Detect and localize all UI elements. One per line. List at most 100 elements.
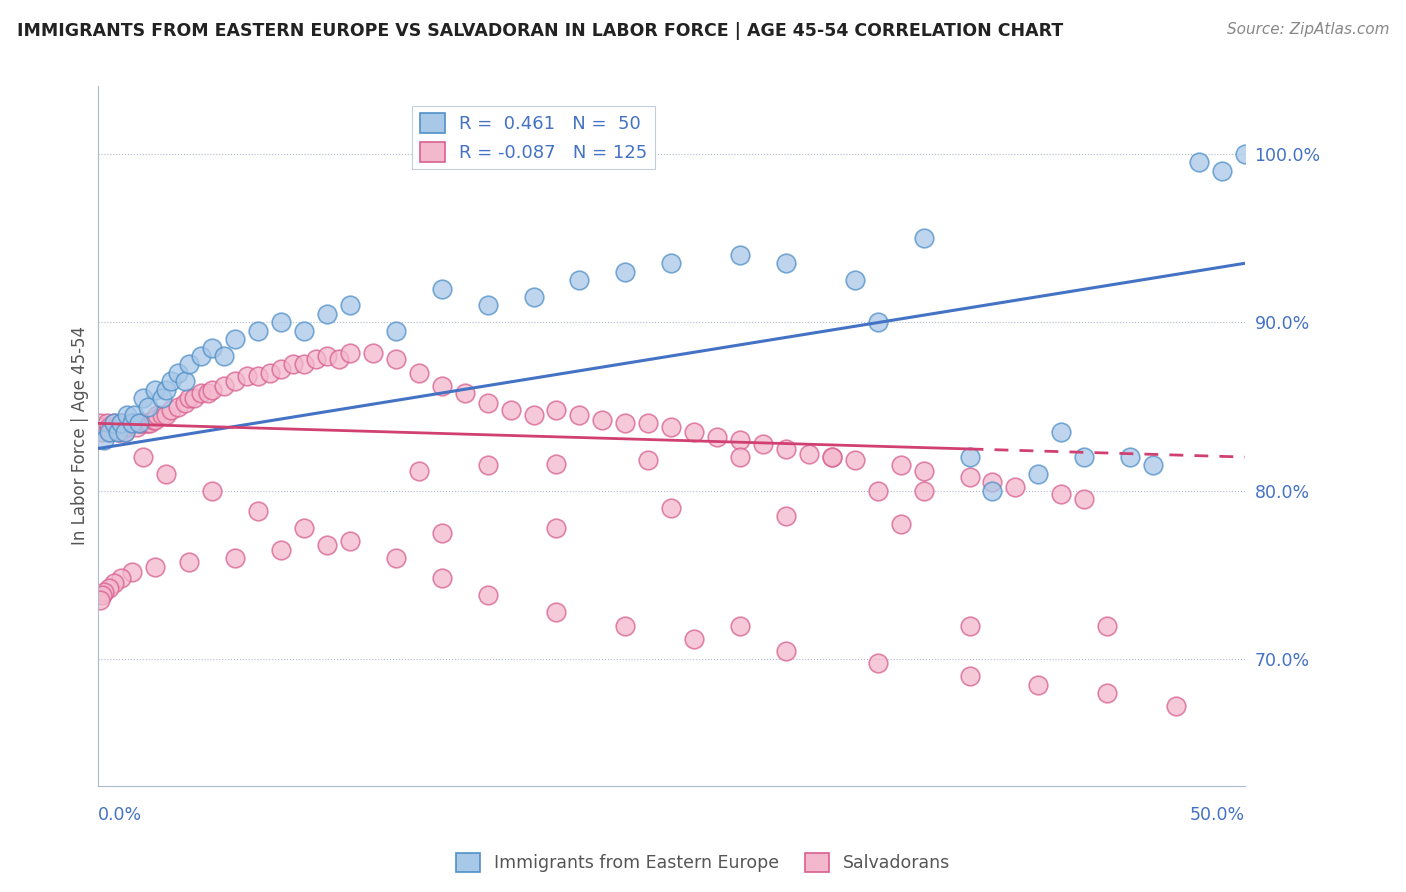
Point — [1073, 492, 1095, 507]
Point — [179, 555, 201, 569]
Point — [114, 425, 136, 439]
Point — [247, 504, 270, 518]
Point — [614, 265, 637, 279]
Point — [292, 324, 315, 338]
Point — [121, 417, 143, 431]
Legend: Immigrants from Eastern Europe, Salvadorans: Immigrants from Eastern Europe, Salvador… — [449, 846, 957, 879]
Y-axis label: In Labor Force | Age 45-54: In Labor Force | Age 45-54 — [72, 326, 89, 546]
Point — [235, 369, 257, 384]
Point — [98, 419, 121, 434]
Point — [821, 450, 844, 464]
Point — [98, 425, 121, 439]
Point — [522, 408, 544, 422]
Point — [1095, 618, 1118, 632]
Point — [316, 538, 339, 552]
Point — [1119, 450, 1142, 464]
Point — [981, 483, 1004, 498]
Point — [637, 453, 659, 467]
Point — [614, 618, 637, 632]
Legend: R =  0.461   N =  50, R = -0.087   N = 125: R = 0.461 N = 50, R = -0.087 N = 125 — [412, 106, 655, 169]
Point — [150, 408, 173, 422]
Point — [959, 618, 981, 632]
Text: Source: ZipAtlas.com: Source: ZipAtlas.com — [1226, 22, 1389, 37]
Point — [890, 458, 912, 473]
Point — [96, 417, 118, 431]
Point — [339, 345, 361, 359]
Point — [454, 386, 477, 401]
Point — [247, 369, 270, 384]
Point — [866, 315, 889, 329]
Point — [110, 425, 132, 439]
Point — [224, 332, 246, 346]
Point — [155, 408, 177, 422]
Point — [477, 588, 499, 602]
Point — [568, 408, 591, 422]
Point — [522, 290, 544, 304]
Point — [821, 450, 844, 464]
Point — [118, 417, 141, 431]
Point — [866, 483, 889, 498]
Point — [124, 408, 146, 422]
Point — [89, 417, 111, 431]
Text: IMMIGRANTS FROM EASTERN EUROPE VS SALVADORAN IN LABOR FORCE | AGE 45-54 CORRELAT: IMMIGRANTS FROM EASTERN EUROPE VS SALVAD… — [17, 22, 1063, 40]
Point — [129, 417, 152, 431]
Point — [339, 534, 361, 549]
Point — [659, 419, 682, 434]
Point — [103, 417, 125, 431]
Point — [430, 525, 453, 540]
Point — [912, 464, 935, 478]
Point — [136, 400, 159, 414]
Point — [728, 248, 751, 262]
Point — [614, 417, 637, 431]
Point — [408, 366, 430, 380]
Point — [844, 453, 866, 467]
Text: 0.0%: 0.0% — [97, 805, 142, 824]
Point — [132, 417, 155, 431]
Point — [281, 357, 304, 371]
Point — [292, 357, 315, 371]
Point — [142, 413, 165, 427]
Point — [270, 315, 292, 329]
Point — [201, 483, 224, 498]
Point — [117, 419, 139, 434]
Point — [1050, 487, 1073, 501]
Point — [146, 408, 169, 422]
Point — [659, 256, 682, 270]
Text: 50.0%: 50.0% — [1189, 805, 1244, 824]
Point — [224, 374, 246, 388]
Point — [125, 419, 148, 434]
Point — [408, 464, 430, 478]
Point — [114, 425, 136, 439]
Point — [959, 450, 981, 464]
Point — [136, 417, 159, 431]
Point — [477, 298, 499, 312]
Point — [728, 618, 751, 632]
Point — [752, 436, 775, 450]
Point — [385, 551, 408, 566]
Point — [328, 352, 350, 367]
Point — [143, 383, 166, 397]
Point — [797, 447, 820, 461]
Point — [683, 632, 706, 646]
Point — [93, 419, 115, 434]
Point — [121, 417, 143, 431]
Point — [1004, 480, 1026, 494]
Point — [100, 425, 122, 439]
Point — [912, 483, 935, 498]
Point — [93, 434, 115, 448]
Point — [568, 273, 591, 287]
Point — [981, 475, 1004, 490]
Point — [212, 349, 235, 363]
Point — [775, 644, 797, 658]
Point — [110, 417, 132, 431]
Point — [128, 417, 150, 431]
Point — [93, 585, 115, 599]
Point — [775, 442, 797, 456]
Point — [706, 430, 728, 444]
Point — [143, 413, 166, 427]
Point — [1095, 686, 1118, 700]
Point — [775, 509, 797, 524]
Point — [160, 402, 183, 417]
Point — [499, 402, 522, 417]
Point — [1028, 677, 1050, 691]
